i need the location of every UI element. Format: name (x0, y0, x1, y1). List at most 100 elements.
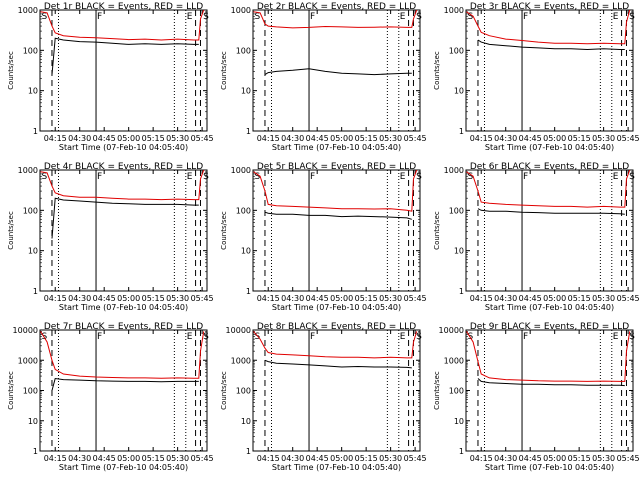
x-axis-label: Start Time (07-Feb-10 04:05:40) (59, 463, 188, 472)
x-tick-label: 04:45 (519, 294, 542, 303)
y-tick-label: 10000 (13, 326, 38, 335)
series-line-events (51, 377, 199, 391)
x-axis-label: Start Time (07-Feb-10 04:05:40) (485, 143, 614, 152)
y-tick-label: 1000 (444, 356, 464, 365)
x-tick-label: 05:45 (617, 134, 640, 143)
time-marker-label: E (613, 12, 619, 22)
y-tick-label: 100 (449, 387, 464, 396)
x-tick-label: 05:45 (404, 454, 427, 463)
x-axis-label: Start Time (07-Feb-10 04:05:40) (272, 463, 401, 472)
x-tick-label: 04:45 (93, 294, 116, 303)
plot-title: Det 1r BLACK = Events, RED = LLD (44, 2, 203, 12)
x-tick-label: 05:15 (142, 134, 165, 143)
x-axis-label: Start Time (07-Feb-10 04:05:40) (59, 303, 188, 312)
plot-frame (39, 169, 208, 292)
y-tick-label: 100 (23, 206, 38, 215)
y-tick-label: 10 (454, 247, 464, 256)
x-tick-label: 05:15 (355, 454, 378, 463)
x-tick-label: 05:30 (166, 454, 189, 463)
y-axis-label: Counts/sec (433, 211, 441, 250)
plot-frame (465, 169, 634, 292)
time-marker-label: S (42, 12, 48, 22)
time-marker-label: S (468, 12, 474, 22)
series-line-lld (466, 9, 631, 45)
y-tick-label: 100 (449, 46, 464, 55)
plot-panel-9: Det 9r BLACK = Events, RED = LLD 1 10 100 10… (433, 322, 640, 472)
x-tick-label: 04:45 (519, 454, 542, 463)
plot-panel-6: Det 6r BLACK = Events, RED = LLD 1 10 100 10… (433, 162, 640, 312)
time-marker-label: F (523, 172, 528, 182)
y-tick-label: 100 (236, 206, 251, 215)
x-tick-label: 04:30 (281, 454, 304, 463)
x-tick-label: 05:00 (543, 454, 566, 463)
series-line-events (51, 197, 199, 239)
x-tick-label: 05:30 (166, 134, 189, 143)
time-marker-label: F (523, 332, 528, 342)
x-tick-label: 04:15 (257, 454, 280, 463)
series-line-events (477, 208, 625, 215)
series-line-lld (40, 9, 205, 41)
x-tick-label: 04:30 (68, 454, 91, 463)
x-tick-label: 04:15 (257, 294, 280, 303)
x-tick-label: 05:00 (543, 134, 566, 143)
y-tick-label: 1000 (444, 6, 464, 15)
time-marker-label: E (187, 172, 193, 182)
y-axis-label: Counts/sec (7, 51, 15, 90)
x-tick-label: 05:15 (142, 294, 165, 303)
x-tick-label: 04:45 (306, 454, 329, 463)
plot-title: Det 9r BLACK = Events, RED = LLD (470, 322, 629, 332)
x-tick-label: 04:30 (281, 134, 304, 143)
x-tick-label: 04:15 (44, 134, 67, 143)
x-tick-label: 05:15 (568, 134, 591, 143)
y-tick-label: 10 (28, 87, 38, 96)
time-marker-label: S (255, 12, 261, 22)
x-tick-label: 05:45 (191, 294, 214, 303)
x-axis-label: Start Time (07-Feb-10 04:05:40) (485, 463, 614, 472)
plot-frame (465, 9, 634, 132)
plot-title: Det 7r BLACK = Events, RED = LLD (44, 322, 203, 332)
plot-title: Det 8r BLACK = Events, RED = LLD (257, 322, 416, 332)
plot-title: Det 3r BLACK = Events, RED = LLD (470, 2, 629, 12)
x-tick-label: 04:15 (44, 294, 67, 303)
plot-frame (465, 329, 634, 452)
x-tick-label: 05:00 (543, 294, 566, 303)
time-marker-label: F (310, 172, 315, 182)
x-tick-label: 05:15 (355, 294, 378, 303)
x-tick-label: 04:45 (306, 294, 329, 303)
time-marker-label: F (97, 332, 102, 342)
plot-panel-5: Det 5r BLACK = Events, RED = LLD 1 10 100 10… (220, 162, 427, 312)
x-tick-label: 05:00 (117, 134, 140, 143)
y-tick-label: 10 (241, 417, 251, 426)
time-marker-label: S (255, 332, 261, 342)
y-tick-label: 100 (23, 46, 38, 55)
y-axis-label: Counts/sec (220, 371, 228, 410)
y-axis-label: Counts/sec (220, 51, 228, 90)
x-tick-label: 04:15 (257, 134, 280, 143)
y-tick-label: 1 (33, 287, 38, 296)
y-tick-label: 1 (246, 127, 251, 136)
y-tick-label: 1000 (231, 356, 251, 365)
y-tick-label: 1 (459, 287, 464, 296)
time-marker-label: S (629, 12, 635, 22)
x-tick-label: 05:15 (355, 134, 378, 143)
x-tick-label: 05:30 (592, 134, 615, 143)
x-tick-label: 04:45 (93, 134, 116, 143)
time-marker-label: F (97, 172, 102, 182)
y-tick-label: 1 (459, 447, 464, 456)
series-line-lld (40, 169, 205, 201)
y-axis-label: Counts/sec (7, 211, 15, 250)
plot-frame (252, 169, 421, 292)
time-marker-label: S (203, 332, 209, 342)
y-axis-label: Counts/sec (433, 51, 441, 90)
x-tick-label: 05:00 (117, 294, 140, 303)
time-marker-label: E (613, 332, 619, 342)
y-axis-label: Counts/sec (433, 371, 441, 410)
y-tick-label: 1000 (444, 166, 464, 175)
y-tick-label: 10 (28, 417, 38, 426)
y-tick-label: 10 (454, 417, 464, 426)
x-tick-label: 04:15 (470, 454, 493, 463)
y-axis-label: Counts/sec (220, 211, 228, 250)
x-tick-label: 05:15 (142, 454, 165, 463)
x-tick-label: 04:15 (44, 454, 67, 463)
time-marker-label: S (468, 172, 474, 182)
